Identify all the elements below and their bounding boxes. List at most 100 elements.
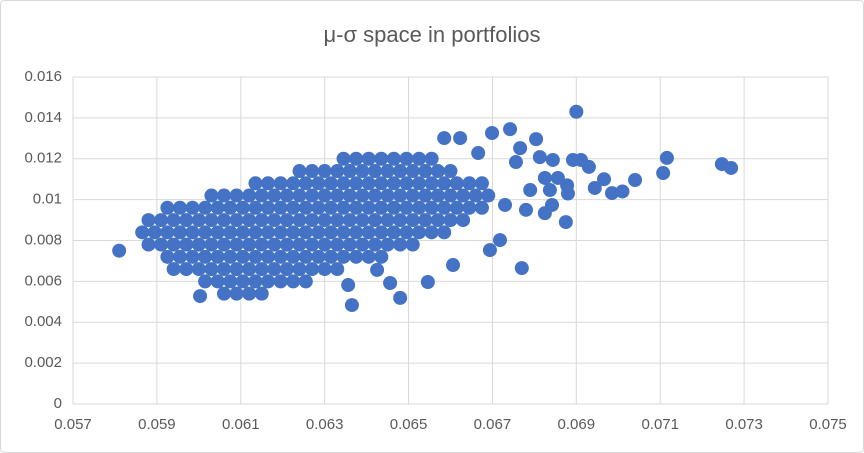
point <box>565 152 580 167</box>
point <box>430 164 445 179</box>
y-tick-label: 0.016 <box>24 68 62 85</box>
point <box>204 262 219 277</box>
point <box>503 122 518 137</box>
point <box>336 151 351 166</box>
point <box>286 200 301 215</box>
point <box>380 213 395 228</box>
point <box>248 249 263 264</box>
point <box>456 188 471 203</box>
point <box>223 274 238 289</box>
point <box>361 249 376 264</box>
point <box>558 215 573 230</box>
point <box>471 146 486 161</box>
point <box>597 172 612 187</box>
point <box>537 206 552 221</box>
point <box>604 186 619 201</box>
point <box>179 262 194 277</box>
point <box>198 225 213 240</box>
point <box>166 237 181 252</box>
point <box>368 237 382 252</box>
point <box>386 200 401 215</box>
point <box>172 225 187 240</box>
point <box>166 213 181 228</box>
point <box>147 225 162 240</box>
point <box>305 188 320 203</box>
y-tick-label: 0.008 <box>24 231 62 248</box>
point <box>449 176 464 191</box>
point <box>179 213 194 228</box>
point <box>267 262 282 277</box>
point <box>374 176 389 191</box>
point <box>242 237 257 252</box>
point <box>185 225 200 240</box>
x-tick-label: 0.069 <box>558 416 596 433</box>
point <box>323 225 338 240</box>
point <box>286 176 301 191</box>
point <box>154 213 169 228</box>
point <box>481 188 496 203</box>
point <box>542 183 557 198</box>
point <box>412 200 427 215</box>
point <box>279 188 294 203</box>
point <box>412 151 427 166</box>
points <box>112 104 739 313</box>
point <box>223 200 238 215</box>
point <box>305 213 320 228</box>
point <box>172 249 187 264</box>
point <box>474 176 489 191</box>
point <box>317 213 332 228</box>
point <box>317 262 332 277</box>
point <box>292 262 307 277</box>
point <box>336 249 351 264</box>
point <box>412 225 427 240</box>
y-tick-label: 0.01 <box>33 191 62 208</box>
point <box>468 188 483 203</box>
point <box>456 213 471 228</box>
point <box>229 188 244 203</box>
point <box>217 188 231 203</box>
point <box>330 237 345 252</box>
point <box>185 249 200 264</box>
x-tick-label: 0.057 <box>54 416 92 433</box>
point <box>261 225 276 240</box>
point <box>474 200 489 215</box>
point <box>248 274 263 289</box>
point <box>492 233 507 248</box>
point <box>254 237 269 252</box>
point <box>229 213 244 228</box>
point <box>368 188 382 203</box>
point <box>273 249 288 264</box>
point <box>323 176 338 191</box>
point <box>305 262 320 277</box>
point <box>446 258 461 273</box>
point <box>485 125 500 140</box>
point <box>424 176 439 191</box>
point <box>112 243 127 258</box>
point <box>298 176 313 191</box>
point <box>349 176 364 191</box>
point <box>393 213 408 228</box>
point <box>545 152 560 167</box>
point <box>368 213 382 228</box>
point <box>248 225 263 240</box>
point <box>523 183 538 198</box>
point <box>317 237 332 252</box>
y-tick-label: 0.012 <box>24 150 62 167</box>
point <box>393 290 408 305</box>
point <box>349 225 364 240</box>
x-tick-label: 0.075 <box>809 416 847 433</box>
point <box>336 176 351 191</box>
point <box>235 225 250 240</box>
point <box>361 200 376 215</box>
point <box>254 262 269 277</box>
x-tick-label: 0.059 <box>138 416 176 433</box>
point <box>430 188 445 203</box>
point <box>254 188 269 203</box>
point <box>204 213 219 228</box>
point <box>166 262 181 277</box>
point <box>424 151 439 166</box>
point <box>418 188 433 203</box>
point <box>254 213 269 228</box>
point <box>550 170 565 185</box>
point <box>380 164 395 179</box>
